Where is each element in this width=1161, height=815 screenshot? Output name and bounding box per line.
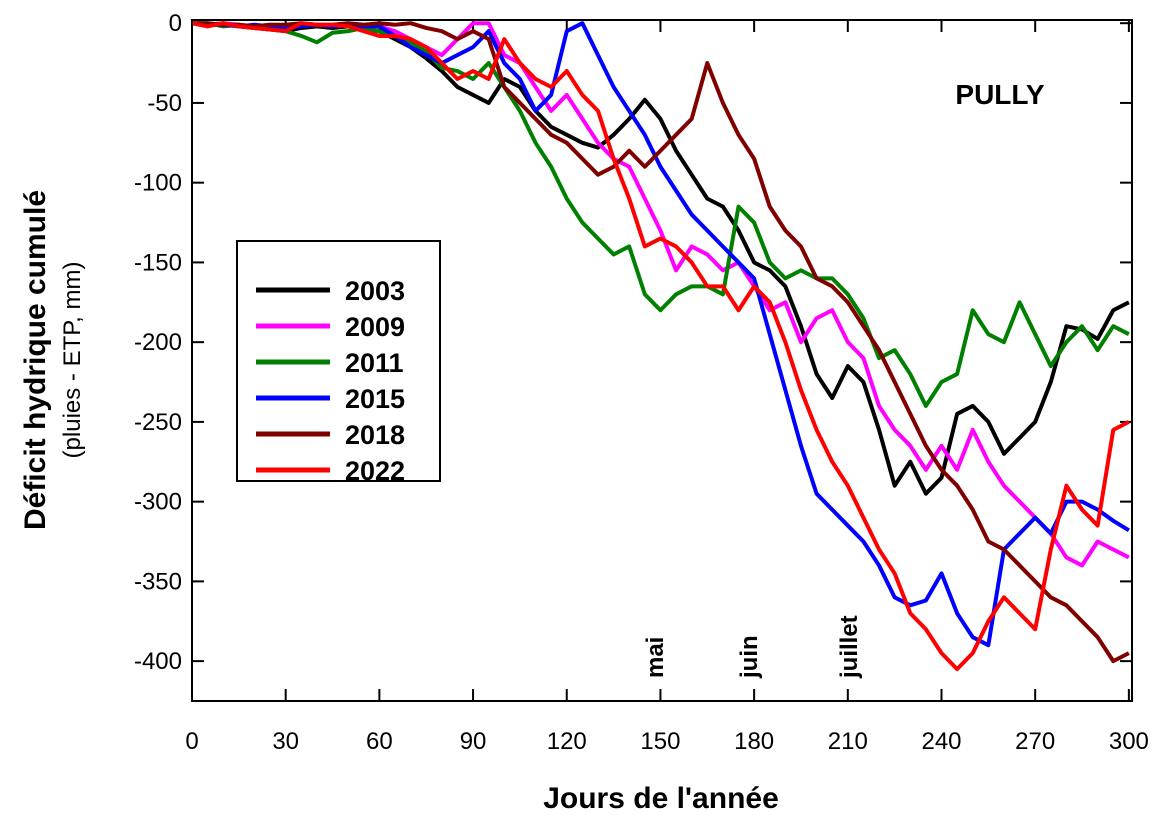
y-tick-label: -350 xyxy=(134,568,182,595)
y-tick-label: -300 xyxy=(134,489,182,516)
frame xyxy=(191,19,1133,702)
legend-label: 2015 xyxy=(345,384,405,414)
y-tick-label: -200 xyxy=(134,329,182,356)
y-tick-label: -400 xyxy=(134,648,182,675)
month-label: mai xyxy=(642,637,669,678)
x-tick-label: 180 xyxy=(734,728,774,755)
x-tick-label: 30 xyxy=(272,728,299,755)
month-label: juin xyxy=(736,635,763,679)
legend-label: 2011 xyxy=(345,348,404,378)
data-line xyxy=(192,21,1130,664)
legend: 2003 2009 2011 2015 2018 2022 xyxy=(236,240,441,486)
y-tick-label: -100 xyxy=(134,170,182,197)
y-axis-sublabel: (pluies - ETP, mm) xyxy=(59,262,86,459)
data-line xyxy=(192,21,1130,408)
x-tick-label: 0 xyxy=(185,728,198,755)
x-tick-label: 90 xyxy=(460,728,487,755)
y-tick-label: -150 xyxy=(134,249,182,276)
legend-label: 2003 xyxy=(345,276,405,306)
y-tick-label: -50 xyxy=(147,90,182,117)
x-tick-label: 240 xyxy=(921,728,961,755)
legend-label: 2009 xyxy=(345,312,405,342)
legend-label: 2022 xyxy=(345,456,405,486)
legend-label: 2018 xyxy=(345,420,405,450)
y-axis-label: Déficit hydrique cumulé xyxy=(19,190,52,530)
x-axis-label: Jours de l'année xyxy=(543,782,779,815)
y-tick-label: -250 xyxy=(134,409,182,436)
x-tick-label: 120 xyxy=(547,728,587,755)
x-tick-label: 270 xyxy=(1015,728,1055,755)
x-tick-label: 150 xyxy=(640,728,680,755)
month-label: juillet xyxy=(836,615,863,679)
x-tick-label: 210 xyxy=(828,728,868,755)
x-tick-label: 300 xyxy=(1109,728,1149,755)
data-line xyxy=(192,21,1130,672)
y-tick-label: 0 xyxy=(169,10,182,37)
x-tick-label: 60 xyxy=(366,728,393,755)
chart-title: PULLY xyxy=(955,79,1045,110)
plot-lines xyxy=(192,21,1130,672)
